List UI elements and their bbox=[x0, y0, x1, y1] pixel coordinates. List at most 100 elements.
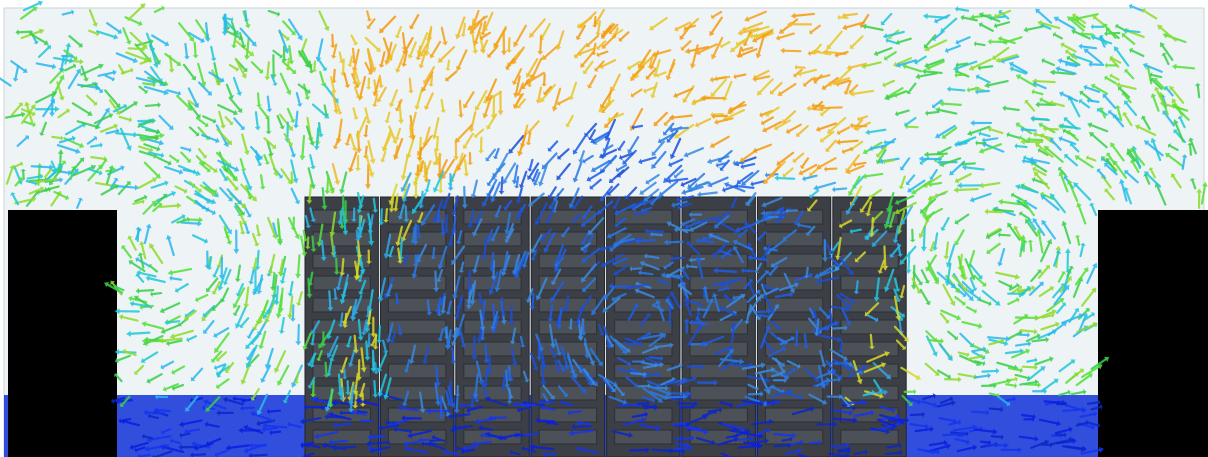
velocity-arrow bbox=[441, 397, 442, 415]
velocity-arrow bbox=[823, 107, 842, 108]
velocity-arrow bbox=[692, 323, 707, 324]
velocity-arrow bbox=[359, 224, 360, 236]
velocity-arrow bbox=[506, 371, 507, 385]
velocity-arrow bbox=[544, 75, 545, 84]
velocity-arrow bbox=[469, 271, 470, 288]
velocity-arrow bbox=[1017, 146, 1027, 147]
velocity-arrow bbox=[1042, 444, 1051, 445]
velocity-arrow bbox=[677, 230, 690, 231]
velocity-arrow bbox=[370, 442, 389, 443]
velocity-arrow bbox=[308, 279, 309, 295]
velocity-arrow bbox=[277, 286, 278, 301]
velocity-arrow bbox=[152, 293, 161, 294]
velocity-arrow bbox=[641, 273, 652, 275]
velocity-arrow bbox=[990, 409, 1001, 410]
velocity-arrow bbox=[805, 334, 806, 346]
velocity-arrow bbox=[357, 231, 358, 240]
velocity-arrow bbox=[167, 321, 179, 322]
velocity-arrow bbox=[1089, 101, 1098, 102]
velocity-arrow bbox=[943, 434, 961, 435]
velocity-arrow bbox=[673, 424, 684, 425]
velocity-arrow bbox=[369, 312, 370, 323]
velocity-arrow bbox=[331, 389, 332, 404]
velocity-arrow bbox=[336, 259, 337, 272]
velocity-arrow bbox=[386, 209, 387, 220]
velocity-arrow bbox=[985, 445, 1004, 446]
velocity-arrow bbox=[267, 426, 287, 427]
left-unit bbox=[8, 210, 117, 457]
velocity-arrow bbox=[739, 446, 758, 448]
velocity-arrow bbox=[456, 426, 472, 427]
velocity-arrow bbox=[428, 301, 429, 313]
velocity-arrow bbox=[129, 48, 142, 49]
rack-slot bbox=[841, 342, 898, 356]
velocity-arrow bbox=[807, 268, 808, 276]
velocity-arrow bbox=[680, 407, 692, 408]
velocity-arrow bbox=[1126, 31, 1139, 32]
velocity-arrow bbox=[309, 185, 310, 201]
velocity-arrow bbox=[172, 278, 181, 279]
velocity-arrow bbox=[571, 319, 572, 327]
velocity-arrow bbox=[976, 44, 985, 45]
velocity-arrow bbox=[146, 105, 158, 106]
velocity-arrow bbox=[464, 187, 465, 205]
velocity-arrow bbox=[885, 160, 894, 161]
rack-slot bbox=[464, 364, 521, 378]
velocity-arrow bbox=[688, 266, 697, 267]
velocity-arrow bbox=[354, 72, 355, 82]
velocity-arrow bbox=[631, 373, 644, 374]
velocity-arrow bbox=[312, 335, 313, 344]
velocity-arrow bbox=[1082, 34, 1092, 35]
velocity-arrow bbox=[271, 432, 280, 433]
velocity-arrow bbox=[267, 62, 269, 76]
velocity-arrow bbox=[317, 128, 318, 146]
velocity-arrow bbox=[371, 436, 385, 437]
velocity-arrow bbox=[1037, 81, 1055, 82]
velocity-arrow bbox=[452, 348, 453, 361]
velocity-arrow bbox=[787, 210, 797, 211]
velocity-arrow bbox=[258, 93, 259, 104]
velocity-arrow bbox=[448, 61, 449, 69]
velocity-arrow bbox=[639, 240, 655, 241]
velocity-arrow bbox=[91, 145, 100, 146]
rack-slot bbox=[765, 232, 822, 246]
rack-slot bbox=[539, 408, 596, 422]
velocity-arrow bbox=[540, 36, 541, 52]
velocity-arrow bbox=[131, 333, 150, 334]
right-unit bbox=[1098, 210, 1208, 457]
velocity-arrow bbox=[958, 64, 967, 65]
velocity-arrow bbox=[924, 227, 925, 247]
velocity-arrow bbox=[817, 320, 818, 333]
velocity-arrow bbox=[1021, 330, 1034, 331]
velocity-arrow bbox=[492, 253, 493, 268]
velocity-arrow bbox=[269, 411, 280, 412]
velocity-arrow bbox=[579, 423, 590, 424]
velocity-arrow bbox=[339, 374, 340, 392]
velocity-arrow bbox=[532, 294, 533, 307]
rack-slot bbox=[539, 320, 596, 334]
velocity-arrow bbox=[118, 186, 135, 187]
velocity-arrow bbox=[1024, 242, 1025, 252]
rack-slot bbox=[388, 320, 445, 334]
velocity-arrow bbox=[715, 116, 727, 117]
velocity-arrow bbox=[911, 414, 922, 415]
velocity-arrow bbox=[334, 70, 335, 81]
velocity-arrow bbox=[1078, 237, 1080, 245]
velocity-arrow bbox=[431, 440, 440, 441]
velocity-arrow bbox=[433, 248, 434, 257]
velocity-arrow bbox=[374, 381, 375, 394]
velocity-arrow bbox=[853, 126, 867, 127]
velocity-arrow bbox=[619, 405, 638, 406]
velocity-arrow bbox=[884, 246, 885, 266]
velocity-arrow bbox=[302, 136, 303, 156]
velocity-arrow bbox=[982, 371, 996, 372]
velocity-arrow bbox=[845, 14, 857, 15]
velocity-arrow bbox=[181, 223, 197, 224]
velocity-arrow bbox=[835, 188, 846, 189]
rack-slot bbox=[765, 408, 822, 422]
rack-slot bbox=[539, 276, 596, 290]
velocity-arrow bbox=[583, 319, 584, 332]
velocity-arrow bbox=[675, 438, 691, 439]
velocity-arrow bbox=[368, 307, 369, 316]
velocity-arrow bbox=[374, 199, 376, 210]
